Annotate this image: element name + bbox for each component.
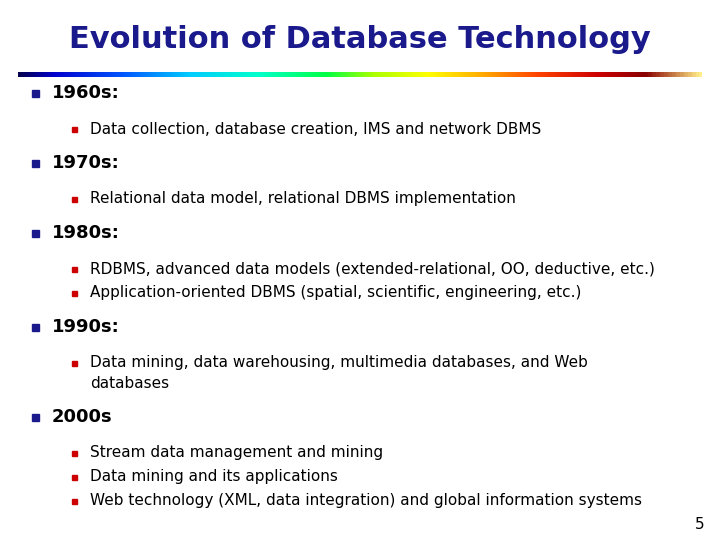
Text: 2000s: 2000s	[52, 408, 112, 426]
Text: 1980s:: 1980s:	[52, 224, 120, 242]
Bar	[32, 323, 39, 330]
Bar	[72, 475, 77, 480]
Text: 1990s:: 1990s:	[52, 318, 120, 336]
Text: Data collection, database creation, IMS and network DBMS: Data collection, database creation, IMS …	[90, 122, 541, 137]
Text: RDBMS, advanced data models (extended-relational, OO, deductive, etc.): RDBMS, advanced data models (extended-re…	[90, 261, 655, 276]
Text: 1970s:: 1970s:	[52, 154, 120, 172]
Text: databases: databases	[90, 375, 169, 390]
Bar	[72, 498, 77, 503]
Text: Web technology (XML, data integration) and global information systems: Web technology (XML, data integration) a…	[90, 494, 642, 509]
Text: Evolution of Database Technology: Evolution of Database Technology	[69, 25, 651, 55]
Text: Relational data model, relational DBMS implementation: Relational data model, relational DBMS i…	[90, 192, 516, 206]
Text: Application-oriented DBMS (spatial, scientific, engineering, etc.): Application-oriented DBMS (spatial, scie…	[90, 286, 581, 300]
Text: 1960s:: 1960s:	[52, 84, 120, 102]
Text: Data mining, data warehousing, multimedia databases, and Web: Data mining, data warehousing, multimedi…	[90, 355, 588, 370]
Bar	[72, 197, 77, 201]
Bar	[32, 90, 39, 97]
Text: Data mining and its applications: Data mining and its applications	[90, 469, 338, 484]
Bar	[72, 291, 77, 295]
Bar	[72, 126, 77, 132]
Bar	[32, 414, 39, 421]
Text: Stream data management and mining: Stream data management and mining	[90, 446, 383, 461]
Bar	[72, 267, 77, 272]
Bar	[72, 361, 77, 366]
Text: 5: 5	[696, 517, 705, 532]
Bar	[72, 450, 77, 456]
Bar	[32, 159, 39, 166]
Bar	[32, 230, 39, 237]
